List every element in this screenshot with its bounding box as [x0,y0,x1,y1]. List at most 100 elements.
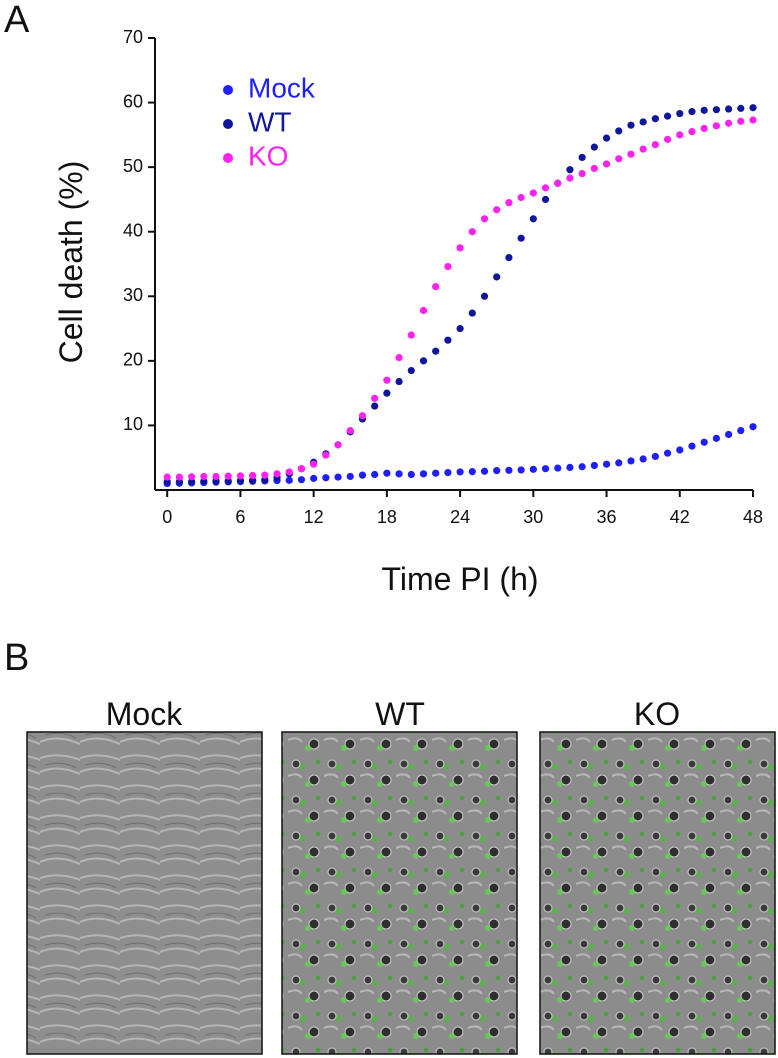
data-point [602,460,611,468]
y-tick-label: 30 [123,285,143,305]
data-point [163,473,171,481]
data-point [395,377,403,386]
data-point [285,468,293,476]
legend-marker [223,153,233,163]
data-point [444,336,452,344]
data-point [358,412,367,420]
data-point [627,150,635,158]
data-point [700,124,708,132]
micrograph [539,731,776,1055]
data-point [724,430,733,439]
data-point [590,461,598,470]
data-point [407,470,415,479]
legend-marker [223,119,233,129]
data-point [554,464,562,472]
data-point [590,143,598,151]
data-point [212,472,220,481]
data-point [541,195,550,204]
y-tick-label: 60 [123,91,143,111]
data-point [468,228,476,236]
data-point [615,459,623,467]
data-point [566,166,574,174]
data-point [737,426,745,435]
data-point [517,234,525,242]
data-point [651,115,659,123]
data-point [297,465,306,473]
data-point [334,441,342,449]
data-point [615,155,623,163]
data-point [749,104,757,112]
data-point [578,463,586,471]
data-point [273,470,281,478]
data-point [444,468,452,477]
data-point [456,324,464,333]
data-point [468,467,476,476]
data-point [712,122,720,130]
data-point [285,476,293,484]
data-point [371,402,379,410]
data-point [493,467,501,475]
y-tick-label: 70 [123,27,143,47]
data-point [663,112,672,120]
legend-label: WT [248,106,292,137]
data-point [700,438,708,446]
data-point [529,215,537,223]
data-point [651,140,659,149]
data-point [407,331,415,339]
data-point [383,376,391,384]
data-point [737,117,745,125]
data-point [432,469,440,477]
x-tick-label: 0 [162,507,172,527]
y-tick-label: 40 [123,220,143,240]
data-point [578,153,586,162]
data-point [456,244,464,252]
data-point [566,463,574,471]
y-tick-label: 20 [123,350,143,370]
data-point [419,357,428,365]
micrograph [26,731,263,1055]
data-point [578,170,586,178]
data-point [480,467,489,475]
x-tick-label: 6 [235,507,245,527]
data-point [590,164,598,173]
data-point [310,460,318,468]
data-point [395,354,403,362]
data-point [383,469,391,477]
data-point [639,118,647,126]
data-point [554,179,562,187]
data-point [456,468,464,476]
x-tick-label: 30 [523,507,543,527]
y-tick-label: 10 [123,414,143,434]
x-tick-label: 36 [597,507,617,527]
data-point [468,309,476,317]
data-point [432,347,440,355]
data-point [480,215,489,223]
data-point [602,160,611,168]
data-point [541,184,550,192]
data-point [688,108,696,116]
data-point [749,423,757,431]
data-point [322,474,330,482]
data-point [358,471,367,479]
image-title: KO [634,696,680,732]
data-point [541,465,550,473]
data-point [383,389,391,397]
data-point [737,104,745,112]
data-point [188,473,196,481]
y-tick-label: 50 [123,156,143,176]
data-point [444,262,452,271]
data-point [334,473,342,481]
data-point [175,473,184,481]
data-point [529,189,537,197]
data-point [639,145,647,153]
data-point [517,466,525,474]
data-point [700,106,708,114]
data-point [346,472,354,481]
data-point [432,283,440,291]
data-point [529,465,537,473]
data-point [224,472,232,480]
data-point [627,457,635,465]
data-point [505,466,513,474]
data-point [676,109,684,118]
